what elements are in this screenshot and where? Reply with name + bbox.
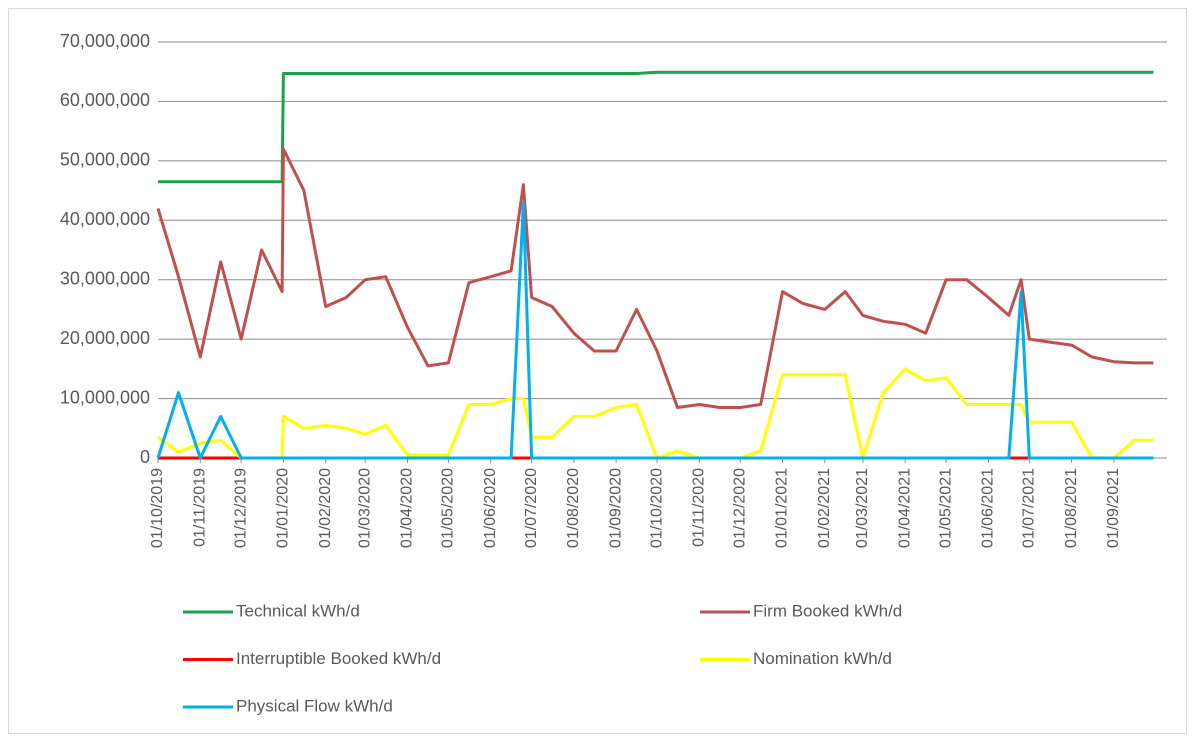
x-tick-label: 01/12/2019: [232, 468, 249, 548]
series-line: [156, 147, 1154, 409]
series-line: [158, 70, 1154, 184]
series-line: [156, 201, 1154, 460]
x-tick-label: 01/08/2020: [565, 468, 582, 548]
y-tick-label: 50,000,000: [60, 150, 150, 170]
x-tick-label: 01/10/2019: [149, 468, 166, 548]
x-tick-label: 01/03/2020: [356, 468, 373, 548]
legend-label: Technical kWh/d: [236, 601, 360, 620]
y-tick-label: 0: [140, 447, 150, 467]
series-line: [157, 367, 1154, 460]
y-tick-label: 60,000,000: [60, 90, 150, 110]
y-tick-label: 40,000,000: [60, 209, 150, 229]
x-tick-label: 01/01/2020: [275, 468, 292, 548]
x-tick-label: 01/11/2019: [191, 468, 208, 547]
y-tick-label: 30,000,000: [60, 268, 150, 288]
x-tick-label: 01/08/2021: [1063, 468, 1080, 548]
x-tick-label: 01/01/2021: [774, 468, 791, 548]
y-tick-label: 10,000,000: [60, 387, 150, 407]
x-tick-label: 01/09/2021: [1105, 468, 1122, 548]
x-tick-label: 01/07/2021: [1021, 468, 1038, 548]
x-tick-label: 01/02/2021: [816, 468, 833, 548]
x-tick-label: 01/02/2020: [317, 468, 334, 548]
legend-label: Interruptible Booked kWh/d: [236, 649, 441, 668]
y-tick-label: 70,000,000: [60, 31, 150, 51]
legend-label: Physical Flow kWh/d: [236, 696, 393, 715]
x-tick-label: 01/05/2020: [440, 468, 457, 548]
x-tick-label: 01/04/2021: [896, 468, 913, 548]
x-tick-label: 01/12/2020: [731, 468, 748, 548]
x-tick-label: 01/03/2021: [854, 468, 871, 548]
y-tick-label: 20,000,000: [60, 328, 150, 348]
x-tick-label: 01/04/2020: [399, 468, 416, 548]
x-tick-label: 01/09/2020: [607, 468, 624, 548]
legend-label: Firm Booked kWh/d: [753, 601, 902, 620]
chart-border: [8, 8, 1187, 734]
x-tick-label: 01/05/2021: [937, 468, 954, 548]
x-tick-label: 01/06/2021: [980, 468, 997, 548]
x-tick-label: 01/06/2020: [482, 468, 499, 548]
x-tick-label: 01/11/2020: [691, 468, 708, 547]
x-tick-label: 01/07/2020: [523, 468, 540, 548]
legend-label: Nomination kWh/d: [753, 649, 892, 668]
x-tick-label: 01/10/2020: [648, 468, 665, 548]
